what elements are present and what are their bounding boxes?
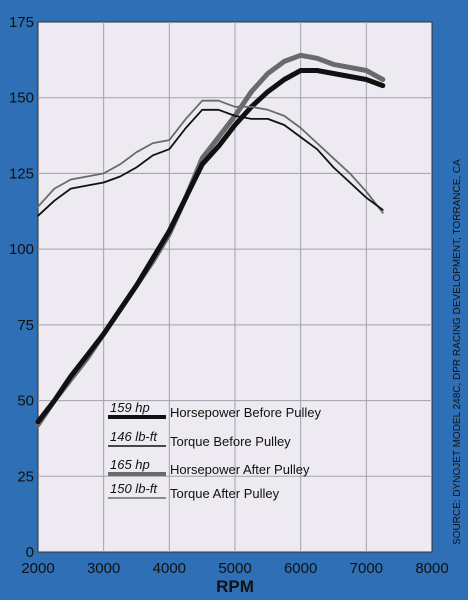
x-tick-label: 5000 <box>218 560 251 577</box>
legend-label: Torque Before Pulley <box>170 434 291 449</box>
legend: 159 hp Horsepower Before Pulley 146 lb-ft T… <box>108 400 322 501</box>
legend-value: 146 lb-ft <box>110 429 158 444</box>
x-tick-label: 7000 <box>350 560 383 577</box>
series-line-torque-before-pulley <box>37 108 384 217</box>
y-axis-ticks: 0 25 50 75 100 125 150 175 <box>9 14 34 561</box>
x-tick-label: 6000 <box>284 560 317 577</box>
x-tick-label: 3000 <box>87 560 120 577</box>
y-tick-label: 125 <box>9 165 34 182</box>
series-line-torque-after-pulley <box>37 99 384 214</box>
y-tick-label: 0 <box>26 544 34 561</box>
legend-label: Horsepower After Pulley <box>170 462 310 477</box>
legend-value: 159 hp <box>110 400 150 415</box>
x-tick-label: 4000 <box>153 560 186 577</box>
legend-label: Torque After Pulley <box>170 486 280 501</box>
y-tick-label: 25 <box>17 468 34 485</box>
series-lines <box>35 52 386 428</box>
x-axis-ticks: 2000 3000 4000 5000 6000 7000 8000 <box>21 560 448 577</box>
y-tick-label: 100 <box>9 241 34 258</box>
x-tick-label: 8000 <box>415 560 448 577</box>
series-line-horsepower-before-pulley <box>35 68 386 425</box>
y-tick-label: 150 <box>9 90 34 107</box>
x-tick-label: 2000 <box>21 560 54 577</box>
y-tick-label: 175 <box>9 14 34 31</box>
source-note: SOURCE: DYNOJET MODEL 248C, DPR RACING D… <box>452 159 463 545</box>
legend-value: 165 hp <box>110 457 150 472</box>
y-tick-label: 50 <box>17 393 34 410</box>
y-tick-label: 75 <box>17 317 34 334</box>
x-axis-label: RPM <box>216 577 254 596</box>
legend-value: 150 lb-ft <box>110 481 158 496</box>
legend-label: Horsepower Before Pulley <box>170 405 322 420</box>
